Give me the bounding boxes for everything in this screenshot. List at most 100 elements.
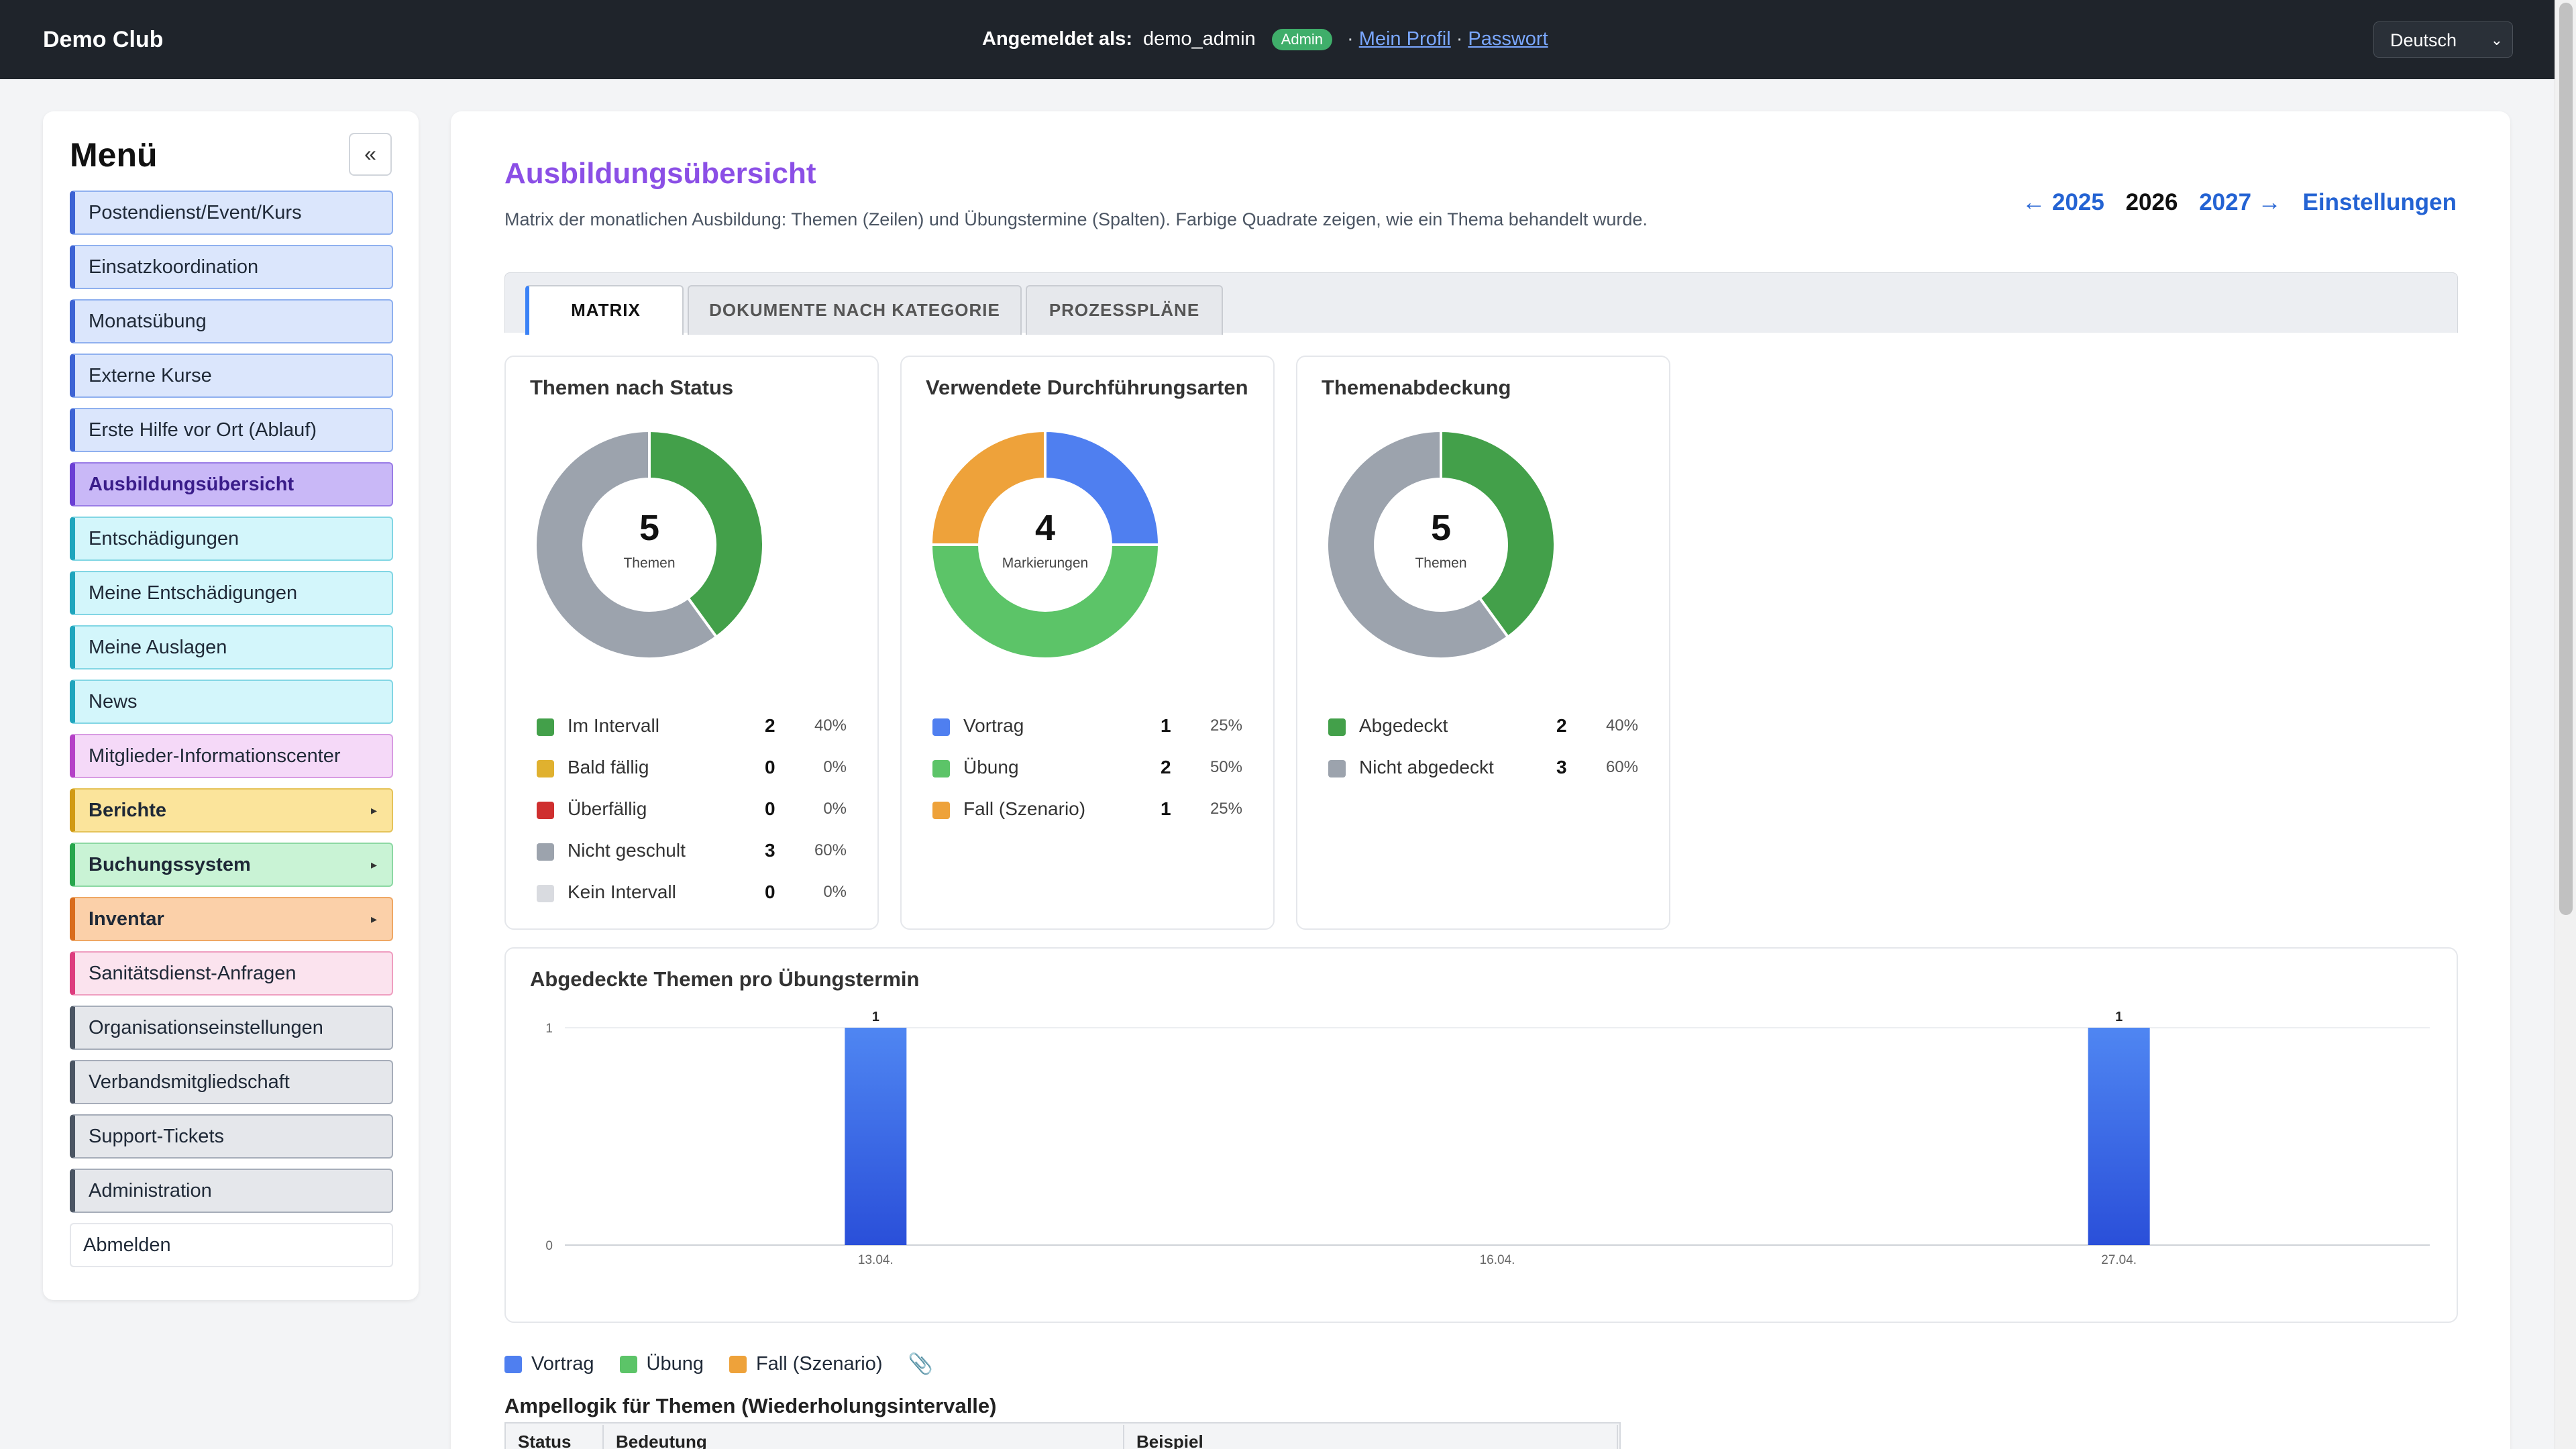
sidebar-item-label: Monatsübung	[89, 311, 207, 332]
sidebar-item-verbandsmitgliedschaft[interactable]: Verbandsmitgliedschaft	[70, 1060, 393, 1104]
legend-count: 1	[1161, 715, 1171, 736]
legend-percent: 25%	[1210, 800, 1242, 818]
sidebar-item-news[interactable]: News	[70, 680, 393, 724]
sidebar-item-postendienst-event-kurs[interactable]: Postendienst/Event/Kurs	[70, 191, 393, 235]
password-link[interactable]: Passwort	[1468, 28, 1548, 50]
sidebar-item-label: Meine Auslagen	[89, 637, 227, 658]
legend-swatch	[1328, 718, 1346, 736]
role-badge: Admin	[1271, 28, 1333, 50]
brand-name[interactable]: Demo Club	[43, 27, 164, 52]
username: demo_admin	[1143, 28, 1256, 50]
sidebar-item-administration[interactable]: Administration	[70, 1169, 393, 1213]
legend-row: Abgedeckt 2 40%	[1328, 712, 1650, 754]
legend-label: Nicht abgedeckt	[1359, 757, 1494, 777]
submenu-arrow-icon: ▸	[370, 804, 377, 817]
legend-count: 0	[765, 757, 775, 777]
legend-label: Im Intervall	[568, 715, 659, 736]
sidebar-item-einsatzkoordination[interactable]: Einsatzkoordination	[70, 245, 393, 289]
submenu-arrow-icon: ▸	[370, 912, 377, 926]
legend-swatch	[932, 760, 950, 777]
donut-total: 4	[1034, 508, 1056, 548]
donut-legend: Abgedeckt 2 40% Nicht abgedeckt 3 60%	[1328, 712, 1650, 796]
tab-matrix[interactable]: MATRIX	[525, 285, 684, 335]
legend-row: Bald fällig 0 0%	[537, 754, 859, 796]
sidebar-item-abmelden[interactable]: Abmelden	[70, 1223, 393, 1267]
current-year: 2026	[2125, 189, 2178, 215]
ampel-col-beispiel: Beispiel	[1126, 1425, 1618, 1449]
type-legend: Vortrag Übung Fall (Szenario) 📎	[504, 1352, 933, 1376]
legend-swatch	[537, 885, 554, 902]
legend-row: Überfällig 0 0%	[537, 796, 859, 837]
sidebar-item-support-tickets[interactable]: Support-Tickets	[70, 1114, 393, 1159]
tab-dokumente[interactable]: DOKUMENTE NACH KATEGORIE	[688, 285, 1022, 335]
sidebar-item-monatsübung[interactable]: Monatsübung	[70, 299, 393, 343]
donut-legend: Im Intervall 2 40% Bald fällig 0 0% Über…	[537, 712, 859, 920]
legend-label: Vortrag	[531, 1353, 594, 1375]
durchfuehrung-card: Verwendete Durchführungsarten 4 Markierun…	[900, 356, 1275, 930]
legend-swatch	[1328, 760, 1346, 777]
sidebar-item-buchungssystem[interactable]: Buchungssystem ▸	[70, 843, 393, 887]
donut-total: 5	[1430, 508, 1452, 548]
legend-percent: 40%	[814, 716, 847, 735]
next-year-link[interactable]: 2027 →	[2199, 189, 2282, 215]
sidebar-item-berichte[interactable]: Berichte ▸	[70, 788, 393, 833]
legend-swatch	[932, 802, 950, 819]
prev-year-link[interactable]: ← 2025	[2022, 189, 2104, 215]
sidebar-item-entschädigungen[interactable]: Entschädigungen	[70, 517, 393, 561]
sidebar-item-label: Administration	[89, 1180, 212, 1201]
sidebar-item-label: Inventar	[89, 908, 164, 930]
sidebar-item-erste-hilfe-vor-ort-ablauf[interactable]: Erste Hilfe vor Ort (Ablauf)	[70, 408, 393, 452]
sidebar-item-organisationseinstellungen[interactable]: Organisationseinstellungen	[70, 1006, 393, 1050]
language-select[interactable]: Deutsch ⌄	[2373, 21, 2513, 58]
page-scrollbar[interactable]	[2555, 0, 2576, 1449]
y-tick-label: 1	[545, 1022, 553, 1036]
legend-count: 0	[765, 798, 775, 819]
legend-swatch	[537, 718, 554, 736]
x-tick-label: 16.04.	[1480, 1253, 1515, 1267]
main-panel: Ausbildungsübersicht Matrix der monatlic…	[451, 111, 2510, 1449]
bar[interactable]	[845, 1028, 907, 1245]
donut-slice-3	[534, 429, 718, 660]
legend-percent: 60%	[1605, 758, 1638, 776]
page-description: Matrix der monatlichen Ausbildung: Theme…	[504, 209, 1648, 229]
card-title: Verwendete Durchführungsarten	[926, 376, 1248, 399]
sidebar-item-meine-entschädigungen[interactable]: Meine Entschädigungen	[70, 571, 393, 615]
legend-row: Nicht abgedeckt 3 60%	[1328, 754, 1650, 796]
settings-link[interactable]: Einstellungen	[2302, 189, 2457, 215]
legend-row: Vortrag 1 25%	[932, 712, 1254, 754]
profile-link[interactable]: Mein Profil	[1358, 28, 1451, 50]
legend-swatch	[729, 1355, 747, 1373]
sidebar-item-label: Organisationseinstellungen	[89, 1017, 323, 1038]
legend-row: Fall (Szenario) 1 25%	[932, 796, 1254, 837]
sidebar-item-label: Abmelden	[83, 1234, 171, 1256]
ampel-col-status: Status	[507, 1425, 604, 1449]
sidebar-item-externe-kurse[interactable]: Externe Kurse	[70, 354, 393, 398]
sidebar-item-label: Verbandsmitgliedschaft	[89, 1071, 290, 1093]
legend-count: 2	[765, 715, 775, 736]
sidebar-item-mitglieder-informationscenter[interactable]: Mitglieder-Informationscenter	[70, 734, 393, 778]
donut-slice-0	[648, 429, 765, 639]
sidebar-item-sanitätsdienst-anfragen[interactable]: Sanitätsdienst-Anfragen	[70, 951, 393, 996]
legend-swatch	[537, 802, 554, 819]
collapse-sidebar-button[interactable]: «	[349, 133, 392, 176]
sidebar-item-label: Meine Entschädigungen	[89, 582, 298, 604]
sidebar-item-label: Mitglieder-Informationscenter	[89, 745, 341, 767]
donut-slice-1	[929, 543, 1161, 660]
tab-prozessplaene[interactable]: PROZESSPLÄNE	[1026, 285, 1223, 335]
x-tick-label: 13.04.	[858, 1253, 894, 1267]
ampel-title: Ampellogik für Themen (Wiederholungsinte…	[504, 1394, 997, 1417]
sidebar-item-meine-auslagen[interactable]: Meine Auslagen	[70, 625, 393, 669]
legend-percent: 60%	[814, 841, 847, 859]
legend-label: Übung	[963, 757, 1019, 777]
bar[interactable]	[2088, 1028, 2150, 1245]
legend-percent: 25%	[1210, 716, 1242, 735]
sidebar-item-ausbildungsübersicht[interactable]: Ausbildungsübersicht	[70, 462, 393, 506]
legend-label: Überfällig	[568, 798, 647, 819]
ampel-table: Status Bedeutung Beispiel	[504, 1422, 1621, 1449]
x-tick-label: 27.04.	[2101, 1253, 2137, 1267]
sidebar-item-inventar[interactable]: Inventar ▸	[70, 897, 393, 941]
card-title: Themenabdeckung	[1322, 376, 1511, 399]
scroll-thumb[interactable]	[2559, 3, 2573, 915]
donut-chart: 5 Themen	[534, 429, 765, 660]
legend-swatch	[619, 1355, 637, 1373]
